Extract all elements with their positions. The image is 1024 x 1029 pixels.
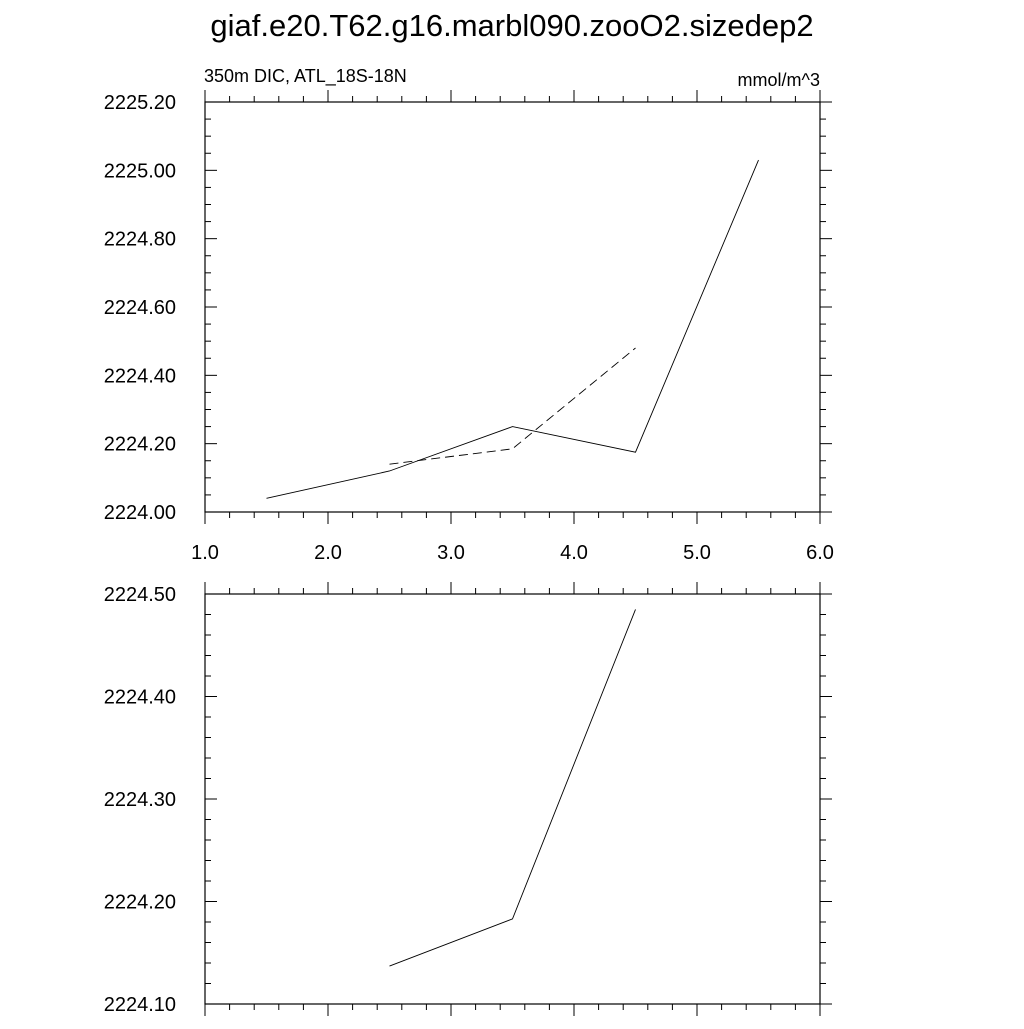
x-tick-label: 6.0 <box>806 542 834 564</box>
y-tick-label: 2225.20 <box>104 92 176 114</box>
y-tick-label: 2224.20 <box>104 892 176 914</box>
plot-panel-2: 2224.10 2224.20 2224.30 2224.40 2224.50 <box>104 582 832 1016</box>
series-line-1-solid <box>389 609 636 967</box>
y-tick-label: 2224.60 <box>104 297 176 319</box>
series-line-1-solid <box>266 159 759 499</box>
y-tick-label: 2225.00 <box>104 160 176 182</box>
figure-title: giaf.e20.T62.g16.marbl090.zooO2.sizedep2 <box>210 8 814 43</box>
y-tick-label: 2224.20 <box>104 434 176 456</box>
panel-subtitle-left: 350m DIC, ATL_18S-18N <box>204 66 407 86</box>
plot-frame <box>204 593 821 1005</box>
x-tick-label: 4.0 <box>560 542 588 564</box>
y-tick-label: 2224.50 <box>104 584 176 606</box>
y-tick-label: 2224.10 <box>104 994 176 1016</box>
plot-panel-1: 1.0 2.0 3.0 4.0 5.0 6.0 2224.00 2224.20 2224.40 2… <box>104 90 834 564</box>
y-tick-label: 2224.40 <box>104 365 176 387</box>
series-line-2-dashed <box>389 347 636 465</box>
panel-units-label: mmol/m^3 <box>737 70 820 90</box>
y-tick-label: 2224.00 <box>104 502 176 524</box>
x-tick-label: 2.0 <box>314 542 342 564</box>
plot-frame <box>204 101 821 513</box>
y-tick-label: 2224.30 <box>104 789 176 811</box>
x-tick-label: 1.0 <box>191 542 219 564</box>
x-tick-label: 3.0 <box>437 542 465 564</box>
y-tick-label: 2224.80 <box>104 229 176 251</box>
x-tick-label: 5.0 <box>683 542 711 564</box>
y-tick-label: 2224.40 <box>104 687 176 709</box>
